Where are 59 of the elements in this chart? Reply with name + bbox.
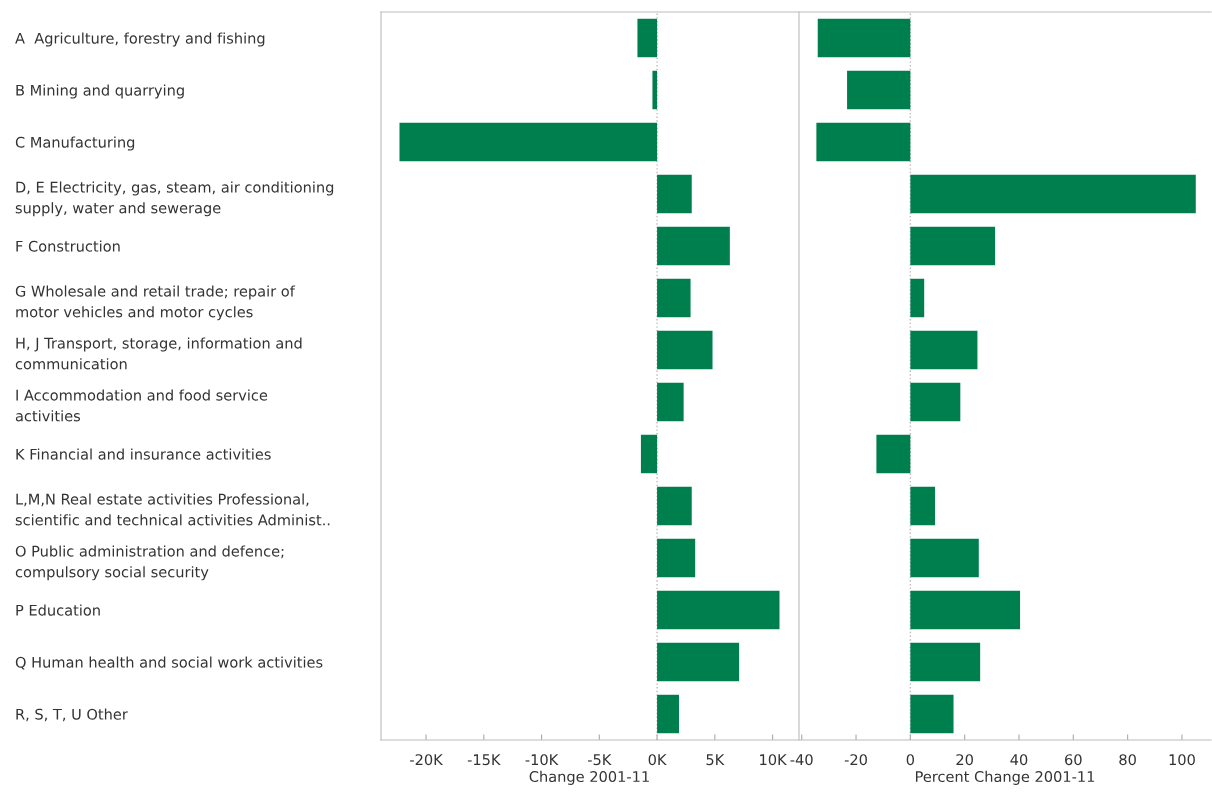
bar [910,486,936,526]
bar [657,590,780,630]
bar [910,590,1021,630]
x-tick-label: -20K [410,754,444,766]
bar [657,382,684,422]
bar [910,538,979,578]
bar [876,434,911,474]
bar [657,278,691,318]
x-tick-label: 60 [1065,754,1082,766]
x-tick-label: 20 [956,754,973,766]
bar [657,486,692,526]
bar [637,18,658,58]
y-tick-label: D, E Electricity, gas, steam, air conditioning supply, water and sewerage [15,181,334,217]
x-tick-label: 40 [1010,754,1028,766]
y-tick-label: B Mining and quarrying [16,84,184,99]
y-tick-label: A Agriculture, forestry and fishing [15,32,265,47]
x-axis-title: Percent Change 2001-11 [915,770,1095,785]
y-tick-label: O Public administration and defence; compulsory social security [15,545,284,581]
y-tick-label: Q Human health and social work activities [15,656,323,670]
bar [657,642,740,682]
x-tick-label: -5K [587,754,612,766]
bar [910,642,981,682]
bar [657,174,692,214]
bar [910,226,996,266]
y-tick-label: H, J Transport, storage, information and communication [15,337,302,370]
bar [657,538,696,578]
x-tick-label: 0 [906,754,915,766]
bar [657,226,730,266]
x-tick-label: -40 [790,754,813,766]
bar [652,70,658,110]
y-tick-label: G Wholesale and retail trade; repair of motor vehicles and motor cycles [15,285,296,321]
bar [816,122,911,162]
x-tick-label: 0K [648,754,667,766]
y-tick-label: C Manufacturing [15,136,135,151]
x-tick-label: -15K [467,754,501,766]
y-tick-label: K Financial and insurance activities [16,448,271,460]
x-tick-label: 10K [760,754,787,766]
bar [910,694,954,734]
bar [910,278,925,318]
x-tick-label: -10K [525,754,559,766]
y-tick-label: I Accommodation and food service activities [15,389,268,422]
x-axis-title: Change 2001-11 [529,770,649,785]
bar [399,122,658,162]
x-tick-label: 5K [706,754,725,766]
x-tick-label: -20 [844,754,867,766]
bar [657,330,713,370]
bar [910,330,978,370]
y-tick-label: L,M,N Real estate activities Professional, scientific and technical activities Administ.. [15,493,330,526]
x-tick-label: 80 [1119,754,1136,766]
x-tick-label: 100 [1169,754,1195,766]
bar [640,434,658,474]
y-tick-label: F Construction [16,240,120,252]
bar [847,70,911,110]
bar [910,382,961,422]
bar [817,18,911,58]
y-tick-label: R, S, T, U Other [16,708,128,722]
bar [657,694,680,734]
bar [910,174,1196,214]
y-tick-label: P Education [16,604,100,616]
